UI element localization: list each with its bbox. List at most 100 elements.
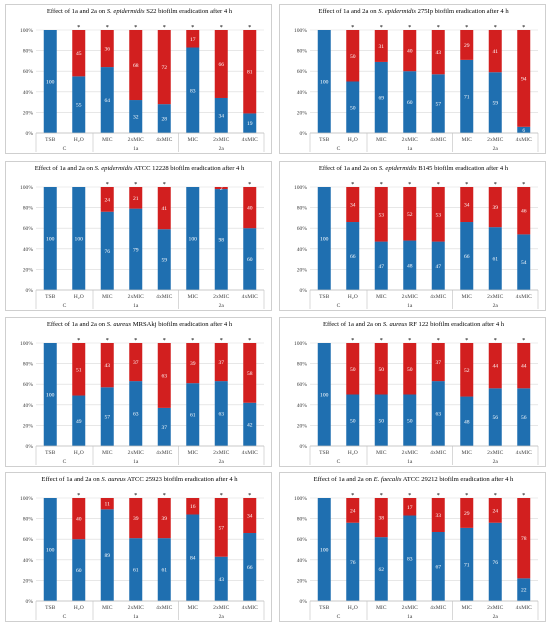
bar-value-label: 78	[521, 536, 527, 542]
bar-value-label: 55	[76, 103, 82, 109]
significance-star: *	[408, 24, 411, 31]
bar-value-label: 46	[521, 209, 527, 215]
bar-value-label: 53	[378, 212, 384, 218]
x-tick-label: MIC	[376, 450, 387, 456]
group-label: 1a	[133, 146, 139, 152]
y-tick-label: 100%	[20, 341, 33, 347]
x-tick-label: 2xMIC	[128, 294, 144, 300]
chart-svg: 0% 20% 40% 60% 80% 100% 100 TSB 76 24 * H₂O 62 38 * MIC…	[294, 492, 539, 620]
chart-svg: 0% 20% 40% 60% 80% 100% 100 TSB 55 45 * H₂O 64 36 * MIC…	[20, 24, 265, 152]
bar-red	[403, 30, 417, 72]
bar-value-label: 79	[133, 247, 139, 253]
bar-blue	[243, 402, 257, 446]
x-tick-label: 2xMIC	[128, 450, 144, 456]
bar-value-label: 50	[407, 418, 413, 424]
bar-blue	[431, 381, 445, 446]
chart-panel-2: Effect of 1a and 2a on S. epidermidis 27…	[279, 4, 546, 154]
bar-red	[72, 343, 86, 396]
y-tick-label: 0%	[300, 131, 308, 137]
x-tick-label: MIC	[187, 294, 198, 300]
bar-value-label: 43	[218, 577, 224, 583]
bar-value-label: 40	[247, 206, 253, 212]
chart-title-post: ATCC 29212 biofilm eradication after 4 h	[401, 476, 514, 483]
y-tick-label: 80%	[23, 517, 34, 523]
significance-star: *	[408, 492, 411, 499]
bar-value-label: 39	[492, 205, 498, 211]
bar-blue	[403, 71, 417, 133]
bar-red	[403, 187, 417, 241]
x-tick-label: MIC	[187, 605, 198, 611]
bar-red	[243, 30, 257, 114]
bar-blue	[72, 395, 86, 446]
chart-title-organism: E. faecalis	[373, 476, 402, 483]
bar-value-label: 63	[133, 412, 139, 418]
bar-blue	[100, 509, 114, 601]
bar-value-label: 38	[378, 516, 384, 522]
bar-value-label: 63	[435, 412, 441, 418]
bar-blue	[403, 394, 417, 446]
bar-value-label: 28	[161, 117, 167, 123]
significance-star: *	[465, 24, 468, 31]
bar-value-label: 83	[407, 556, 413, 562]
chart-title-pre: Effect of 1a and 2a on	[313, 476, 374, 483]
chart-title: Effect of 1a and 2a on S. epidermidis B1…	[280, 164, 547, 173]
bar-value-label: 63	[218, 412, 224, 418]
bar-value-label: 60	[407, 100, 413, 106]
chart-title-organism: S. aureus	[101, 476, 126, 483]
chart-svg: 0% 20% 40% 60% 80% 100% 100 TSB 100 H₂O 76 24 * MIC 79…	[20, 181, 265, 309]
chart-title-post: RF 122 biofilm eradication after 4 h	[407, 321, 505, 328]
significance-star: *	[191, 24, 194, 31]
chart-title-organism: S. epidermidis	[94, 165, 133, 172]
bar-blue	[317, 498, 331, 601]
bar-value-label: 56	[492, 415, 498, 421]
significance-star: *	[77, 337, 80, 344]
bar-red	[431, 187, 445, 242]
bar-value-label: 100	[46, 80, 55, 86]
group-label: C	[63, 146, 67, 152]
bar-value-label: 37	[161, 425, 167, 431]
significance-star: *	[77, 492, 80, 499]
bar-value-label: 60	[247, 257, 253, 263]
bar-value-label: 100	[189, 237, 198, 243]
bar-value-label: 11	[105, 502, 111, 508]
bar-value-label: 48	[407, 263, 413, 269]
x-tick-label: 4xMIC	[156, 137, 172, 143]
x-tick-label: MIC	[102, 450, 113, 456]
significance-star: *	[106, 24, 109, 31]
x-tick-label: 2xMIC	[487, 137, 503, 143]
y-tick-label: 40%	[23, 558, 34, 564]
group-label: C	[63, 614, 67, 620]
group-label: 2a	[493, 459, 499, 465]
bar-blue	[100, 387, 114, 446]
significance-star: *	[351, 24, 354, 31]
significance-star: *	[351, 181, 354, 188]
bar-value-label: 36	[104, 47, 110, 53]
y-tick-label: 100%	[20, 496, 33, 502]
significance-star: *	[465, 337, 468, 344]
chart-title-post: B145 biofilm eradication after 4 h	[416, 165, 509, 172]
bar-blue	[100, 211, 114, 290]
bar-value-label: 40	[76, 517, 82, 523]
x-tick-label: TSB	[319, 450, 330, 456]
chart-title-organism: S. aureus	[106, 321, 132, 328]
y-tick-label: 20%	[297, 578, 308, 584]
significance-star: *	[248, 24, 251, 31]
y-tick-label: 100%	[294, 341, 307, 347]
significance-star: *	[437, 492, 440, 499]
x-tick-label: 2xMIC	[402, 450, 418, 456]
significance-star: *	[494, 337, 497, 344]
bar-value-label: 50	[350, 418, 356, 424]
chart-panel-4: Effect of 1a and 2a on S. epidermidis B1…	[279, 161, 546, 311]
bar-blue	[72, 76, 86, 133]
bar-red	[243, 187, 257, 229]
significance-star: *	[465, 181, 468, 188]
group-label: 1a	[407, 146, 413, 152]
bar-value-label: 37	[218, 360, 224, 366]
x-tick-label: 2xMIC	[487, 605, 503, 611]
significance-star: *	[106, 337, 109, 344]
bar-value-label: 60	[76, 568, 82, 574]
bar-blue	[317, 30, 331, 133]
bar-red	[214, 187, 228, 190]
bar-blue	[129, 100, 143, 133]
bar-value-label: 37	[133, 360, 139, 366]
